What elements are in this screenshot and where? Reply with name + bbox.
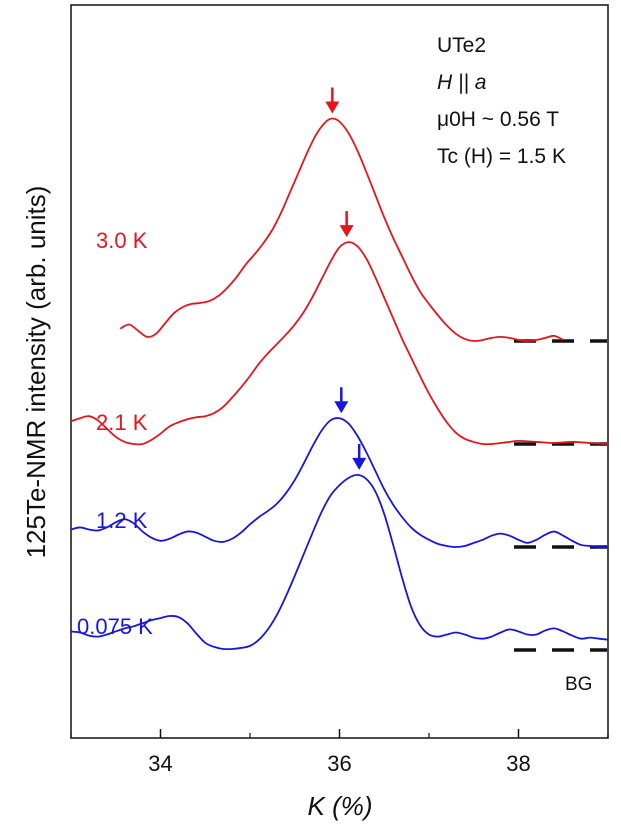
series-label-3-0-K: 3.0 K (96, 228, 148, 253)
annotation-sample: UTe2 (437, 34, 486, 57)
annotation-tc: Tc (H) = 1.5 K (437, 145, 566, 168)
series-group (70, 117, 609, 651)
series-line-0-075-K (70, 473, 609, 651)
series-line-3-0-K (119, 117, 564, 342)
peak-arrows (325, 87, 367, 470)
peak-arrow-head-0-075-K (352, 457, 367, 470)
background-lines (514, 339, 607, 652)
x-tick-label-38: 38 (506, 751, 530, 776)
x-tick-label-36: 36 (327, 751, 351, 776)
x-axis-title: K (%) (308, 791, 373, 821)
series-label-0-075-K: 0.075 K (77, 614, 153, 639)
series-label-1-2-K: 1.2 K (96, 508, 148, 533)
peak-arrow-head-1-2-K (334, 401, 349, 414)
peak-arrow-head-2-1-K (339, 225, 354, 238)
peak-arrow-head-3-0-K (325, 101, 340, 114)
y-axis-title: 125Te-NMR intensity (arb. units) (21, 186, 51, 559)
series-line-1-2-K (70, 417, 609, 548)
series-label-2-1-K: 2.1 K (96, 410, 148, 435)
series-line-2-1-K (70, 241, 609, 446)
x-axis-ticks: 34 36 38 (70, 729, 609, 776)
series-labels: 3.0 K 2.1 K 1.2 K 0.075 K (77, 228, 153, 639)
annotation-field-dir: H || a (437, 71, 486, 94)
annotation-field: μ0H ~ 0.56 T (437, 108, 559, 131)
bg-label: BG (565, 674, 592, 695)
x-tick-label-34: 34 (148, 751, 172, 776)
